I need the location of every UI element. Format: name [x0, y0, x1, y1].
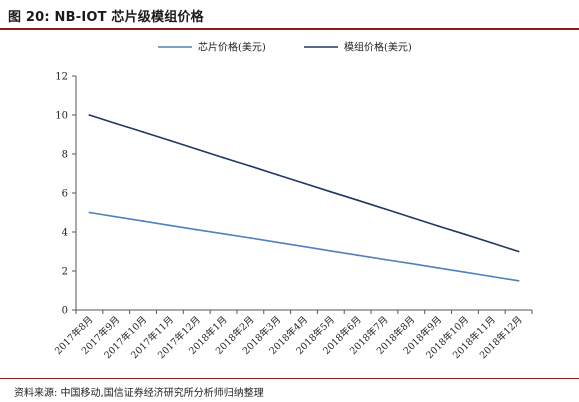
data-point [329, 250, 332, 252]
data-point [169, 224, 171, 227]
data-point [249, 165, 252, 168]
data-point [142, 220, 145, 223]
data-point [303, 182, 305, 185]
data-point [222, 232, 225, 235]
y-tick-label: 8 [62, 150, 68, 161]
series-lines [88, 114, 520, 282]
data-point [115, 215, 118, 218]
axes [75, 76, 532, 311]
data-point [410, 216, 413, 219]
data-point [356, 254, 359, 257]
y-tick-label: 2 [62, 267, 68, 278]
data-point [249, 237, 252, 239]
figure-title: 图 20: NB-IOT 芯片级模组价格 [8, 10, 204, 25]
data-point [276, 173, 279, 176]
y-tick-label: 10 [55, 111, 68, 122]
data-point [195, 148, 198, 150]
data-point [437, 225, 439, 227]
data-point [356, 199, 359, 202]
y-tick-label: 4 [62, 228, 68, 239]
y-tick-label: 12 [55, 72, 68, 83]
y-tick-label: 0 [62, 306, 68, 317]
legend: 芯片价格(美元) 模组价格(美元) [158, 41, 412, 54]
legend-label-1: 芯片价格(美元) [198, 41, 266, 54]
data-point [142, 131, 145, 133]
data-point [490, 275, 493, 278]
data-point [383, 258, 386, 261]
data-point [383, 207, 386, 210]
footer-rule [0, 378, 579, 379]
data-point [303, 245, 305, 248]
data-point [222, 156, 225, 159]
data-point [437, 267, 439, 269]
data-point [88, 211, 91, 214]
data-point [517, 279, 520, 282]
data-point [517, 250, 520, 253]
data-point [329, 190, 332, 193]
data-point [115, 122, 118, 125]
legend-label-2: 模组价格(美元) [344, 41, 412, 54]
data-point [276, 241, 279, 244]
y-tick-label: 6 [62, 189, 68, 200]
data-point [464, 233, 466, 236]
data-point [195, 228, 198, 231]
data-point [464, 271, 466, 274]
data-point [410, 262, 413, 265]
y-ticks: 0 2 4 6 8 10 12 [55, 72, 76, 317]
data-point [490, 242, 493, 244]
title-rule [0, 28, 579, 30]
x-ticks: 2017年8月2017年9月2017年10月2017年11月2017年12月20… [52, 310, 533, 361]
data-point [88, 114, 91, 116]
chart: 芯片价格(美元) 模组价格(美元) 0 2 4 6 8 10 12 2017年8月2017年9… [52, 41, 533, 361]
data-point [169, 139, 171, 142]
source-note: 资料来源: 中国移动,国信证券经济研究所分析师归纳整理 [14, 388, 264, 399]
